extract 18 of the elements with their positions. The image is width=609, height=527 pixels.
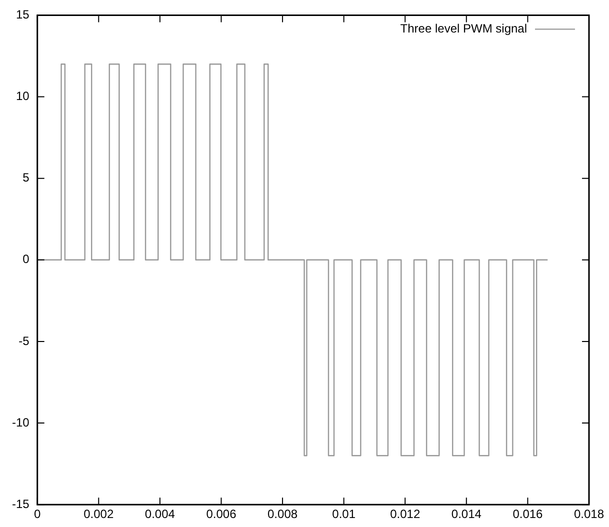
x-tick-label: 0.006 xyxy=(206,507,237,522)
y-tick-label: -5 xyxy=(18,334,30,348)
x-tick-label: 0 xyxy=(34,507,41,522)
y-tick-label: -15 xyxy=(12,496,30,511)
x-tick-label: 0.018 xyxy=(574,507,604,522)
x-tick-label: 0.002 xyxy=(84,507,114,522)
x-tick-label: 0.014 xyxy=(451,507,482,522)
y-tick-label: 10 xyxy=(16,89,30,104)
x-tick-label: 0.01 xyxy=(332,507,356,522)
y-tick-label: 15 xyxy=(16,8,30,22)
x-tick-label: 0.012 xyxy=(390,507,420,522)
y-tick-label: 0 xyxy=(22,252,30,266)
y-tick-label: 5 xyxy=(22,170,30,185)
x-tick-label: 0.016 xyxy=(512,507,544,522)
x-tick-label: 0.008 xyxy=(268,507,298,522)
x-tick-label: 0.004 xyxy=(144,507,176,522)
legend-label: Three level PWM signal xyxy=(400,22,528,36)
y-tick-label: -10 xyxy=(12,415,30,430)
